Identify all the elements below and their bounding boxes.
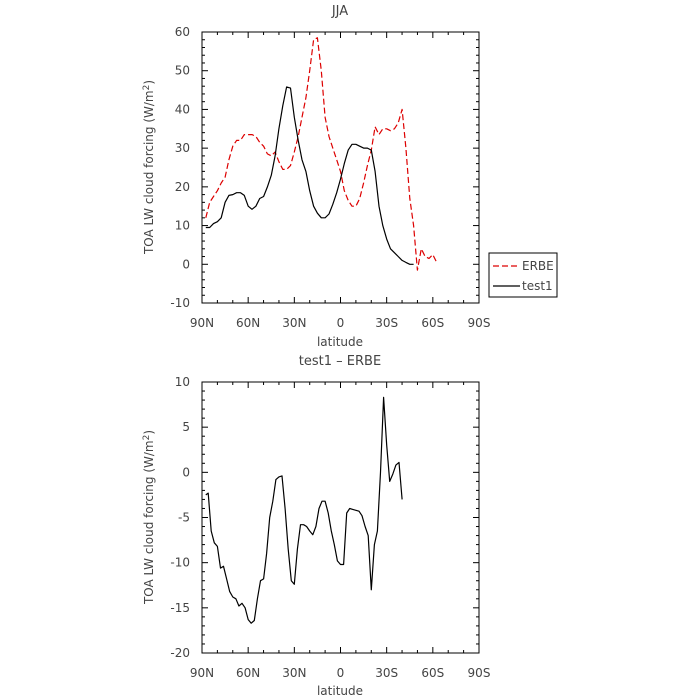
top-x-axis-label: latitude xyxy=(317,335,363,349)
x-tick-label: 30S xyxy=(375,666,398,680)
series-line-test1 xyxy=(205,86,414,265)
top-axis-ticks: 90N 60N 30N 0 30S 60S 90S -10 0 10 20 30 40 50 60 xyxy=(170,25,490,330)
y-tick-label: -15 xyxy=(170,601,190,615)
series-line-difference xyxy=(205,396,403,624)
legend: ERBE test1 xyxy=(488,252,558,298)
top-y-axis-label: TOA LW cloud forcing (W/m2) xyxy=(142,80,156,255)
y-tick-label: 5 xyxy=(182,420,190,434)
x-tick-label: 30S xyxy=(375,316,398,330)
x-tick-label: 30N xyxy=(282,666,306,680)
series-line-erbe xyxy=(205,37,438,271)
bottom-axis-ticks: 90N 60N 30N 0 30S 60S 90S -20 -15 -10 -5 0 5 10 xyxy=(170,375,490,680)
bottom-plot-frame xyxy=(201,381,480,654)
x-tick-label: 0 xyxy=(337,666,345,680)
x-tick-label: 30N xyxy=(282,316,306,330)
y-tick-label: 40 xyxy=(175,102,190,116)
x-tick-label: 90N xyxy=(190,666,214,680)
y-tick-label: 30 xyxy=(175,141,190,155)
x-tick-label: 90S xyxy=(468,666,491,680)
y-tick-label: 50 xyxy=(175,64,190,78)
y-tick-label: 60 xyxy=(175,25,190,39)
y-tick-label: 10 xyxy=(175,375,190,389)
x-tick-label: 60S xyxy=(421,666,444,680)
top-chart-jja: JJA 90N 60N 30N 0 30S 60S 90S-100102030405060 … xyxy=(142,4,558,349)
y-tick-label: -10 xyxy=(170,296,190,310)
top-chart-title: JJA xyxy=(331,4,348,19)
y-tick-label: 0 xyxy=(182,465,190,479)
bottom-chart-title: test1 – ERBE xyxy=(299,354,381,369)
legend-erbe-label: ERBE xyxy=(522,259,554,273)
y-tick-label: 0 xyxy=(182,257,190,271)
x-tick-label: 90S xyxy=(468,316,491,330)
x-tick-label: 60S xyxy=(421,316,444,330)
bottom-chart-difference: test1 – ERBE 90N 60N 30N 0 30S 60S 90S -20 -15 -1… xyxy=(142,354,490,698)
y-tick-label: -10 xyxy=(170,556,190,570)
top-plot-frame xyxy=(201,31,480,304)
legend-test1-label: test1 xyxy=(522,279,553,293)
y-tick-label: 10 xyxy=(175,219,190,233)
x-tick-label: 0 xyxy=(337,316,345,330)
x-tick-label: 90N xyxy=(190,316,214,330)
y-tick-label: 20 xyxy=(175,180,190,194)
top-series-layer xyxy=(205,37,438,271)
bottom-y-axis-label: TOA LW cloud forcing (W/m2) xyxy=(142,430,156,605)
x-tick-label: 60N xyxy=(236,316,260,330)
x-tick-label: 60N xyxy=(236,666,260,680)
y-tick-label: -5 xyxy=(178,511,190,525)
bottom-x-axis-label: latitude xyxy=(317,684,363,698)
bottom-series-layer xyxy=(205,396,403,624)
y-tick-label: -20 xyxy=(170,646,190,660)
legend-box xyxy=(488,252,558,298)
